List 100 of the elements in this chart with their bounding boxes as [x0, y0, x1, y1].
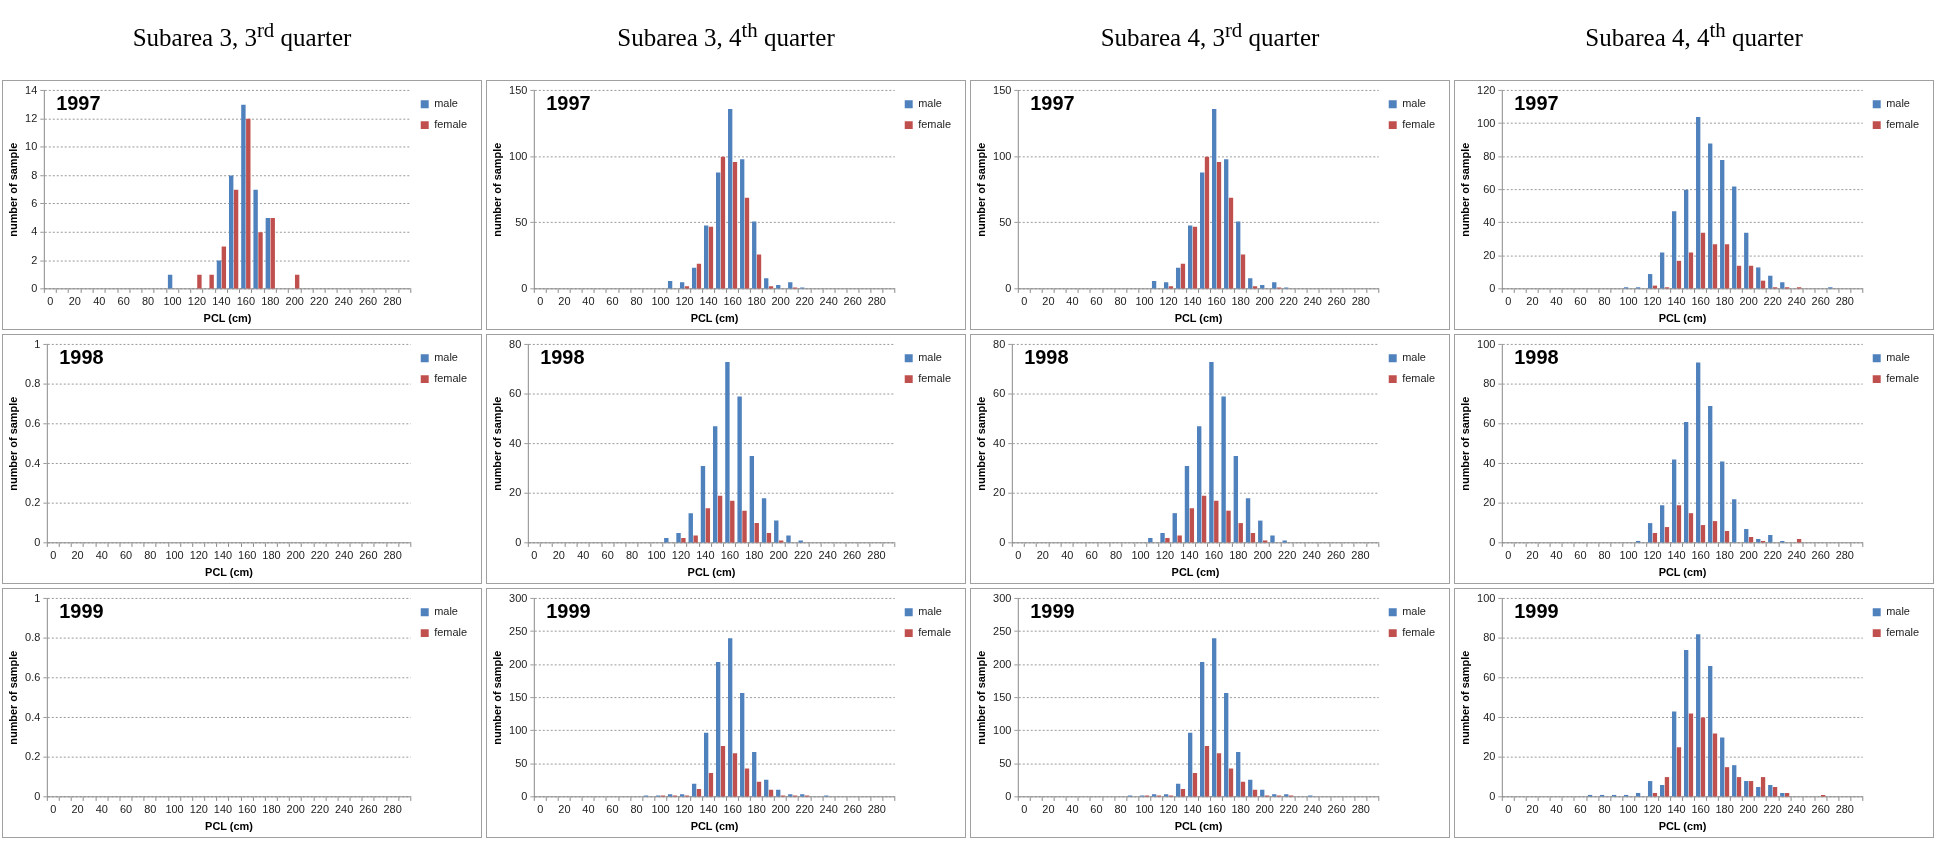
bar — [1240, 254, 1246, 289]
x-tick-label: 0 — [1021, 803, 1028, 816]
x-tick-label: 80 — [1598, 549, 1611, 562]
y-tick-label: 100 — [993, 149, 1012, 162]
bar — [752, 751, 757, 797]
x-tick-label: 80 — [1114, 295, 1127, 308]
bar — [1187, 225, 1193, 289]
x-tick-label: 240 — [334, 295, 353, 308]
y-tick-label: 0.6 — [25, 416, 41, 429]
bar — [1744, 781, 1749, 797]
x-axis-title: PCL (cm) — [205, 566, 254, 579]
bar — [1204, 746, 1210, 797]
x-tick-label: 260 — [1811, 549, 1830, 562]
bar — [228, 175, 234, 289]
bar — [1236, 221, 1241, 289]
x-tick-label: 140 — [213, 803, 233, 816]
bar — [1200, 662, 1205, 797]
y-tick-label: 2 — [31, 253, 38, 266]
y-tick-label: 100 — [1477, 116, 1496, 129]
x-axis-title: PCL (cm) — [690, 312, 739, 325]
legend-label: male — [1886, 97, 1910, 110]
x-tick-label: 120 — [1159, 295, 1178, 308]
x-tick-label: 40 — [93, 295, 106, 308]
bar — [1671, 211, 1677, 289]
x-tick-label: 100 — [1131, 549, 1150, 562]
bar — [676, 533, 681, 543]
x-tick-label: 280 — [1351, 549, 1370, 562]
y-axis-title: number of sample — [6, 142, 19, 237]
x-tick-label: 180 — [1229, 549, 1248, 562]
legend-label: female — [918, 372, 952, 385]
x-tick-label: 280 — [383, 549, 402, 562]
x-tick-label: 140 — [699, 803, 718, 816]
bar — [1226, 510, 1231, 543]
bar — [764, 278, 769, 289]
bar — [744, 768, 750, 797]
legend-label: male — [1402, 97, 1426, 110]
x-tick-label: 40 — [582, 803, 595, 816]
bar — [732, 753, 738, 797]
bar — [703, 732, 709, 797]
y-tick-label: 60 — [1483, 182, 1496, 195]
x-tick-label: 20 — [1042, 295, 1055, 308]
y-tick-label: 0 — [1489, 535, 1496, 548]
bar — [1212, 638, 1217, 797]
bar — [1724, 767, 1730, 797]
annotation: 1998 — [1514, 345, 1559, 368]
bar — [1647, 274, 1653, 289]
x-axis-title: PCL (cm) — [1658, 566, 1707, 579]
x-tick-label: 220 — [310, 549, 330, 562]
bar — [788, 282, 793, 289]
legend-label: female — [1886, 118, 1920, 131]
x-tick-label: 160 — [1204, 549, 1223, 562]
y-tick-label: 300 — [509, 591, 528, 604]
bar — [1228, 768, 1234, 797]
x-tick-label: 0 — [537, 295, 544, 308]
x-tick-label: 60 — [1574, 803, 1587, 816]
bar — [1724, 244, 1730, 289]
bar — [761, 498, 767, 543]
legend-label: male — [1402, 605, 1426, 618]
bar — [1676, 260, 1682, 289]
bar — [1768, 785, 1773, 797]
bar — [1187, 732, 1193, 797]
y-tick-label: 40 — [993, 436, 1006, 449]
x-tick-label: 260 — [843, 803, 862, 816]
x-tick-label: 240 — [819, 295, 838, 308]
bar — [1659, 252, 1665, 289]
bar — [716, 172, 721, 289]
x-tick-label: 160 — [1691, 295, 1710, 308]
x-tick-label: 80 — [144, 549, 157, 562]
annotation: 1997 — [1030, 91, 1075, 114]
x-tick-label: 240 — [335, 549, 354, 562]
bar — [1196, 426, 1202, 543]
x-tick-label: 200 — [771, 803, 790, 816]
bar — [1720, 461, 1725, 543]
x-tick-label: 80 — [142, 295, 155, 308]
y-tick-label: 20 — [1483, 750, 1496, 763]
bar — [1700, 232, 1706, 289]
bar — [1248, 278, 1253, 289]
bar — [1228, 197, 1234, 289]
legend-label: female — [918, 626, 952, 639]
x-tick-label: 260 — [1327, 295, 1346, 308]
bar — [246, 118, 251, 289]
x-tick-label: 80 — [1110, 549, 1123, 562]
y-tick-label: 60 — [1483, 670, 1496, 683]
y-tick-label: 80 — [1483, 631, 1496, 644]
x-tick-label: 180 — [1231, 803, 1250, 816]
y-tick-label: 0 — [521, 281, 528, 294]
bar — [1736, 777, 1742, 797]
y-tick-label: 1 — [34, 337, 41, 350]
y-tick-label: 50 — [515, 756, 528, 769]
x-tick-label: 100 — [1135, 803, 1154, 816]
bar — [712, 426, 718, 543]
bar — [664, 537, 669, 543]
bar — [1175, 267, 1181, 289]
x-tick-label: 60 — [1574, 549, 1587, 562]
y-axis-title: number of sample — [490, 396, 503, 491]
x-axis-title: PCL (cm) — [205, 820, 254, 833]
bar — [1744, 529, 1749, 543]
bar — [1163, 282, 1169, 289]
x-tick-label: 200 — [771, 295, 790, 308]
x-axis-title: PCL (cm) — [1174, 820, 1223, 833]
